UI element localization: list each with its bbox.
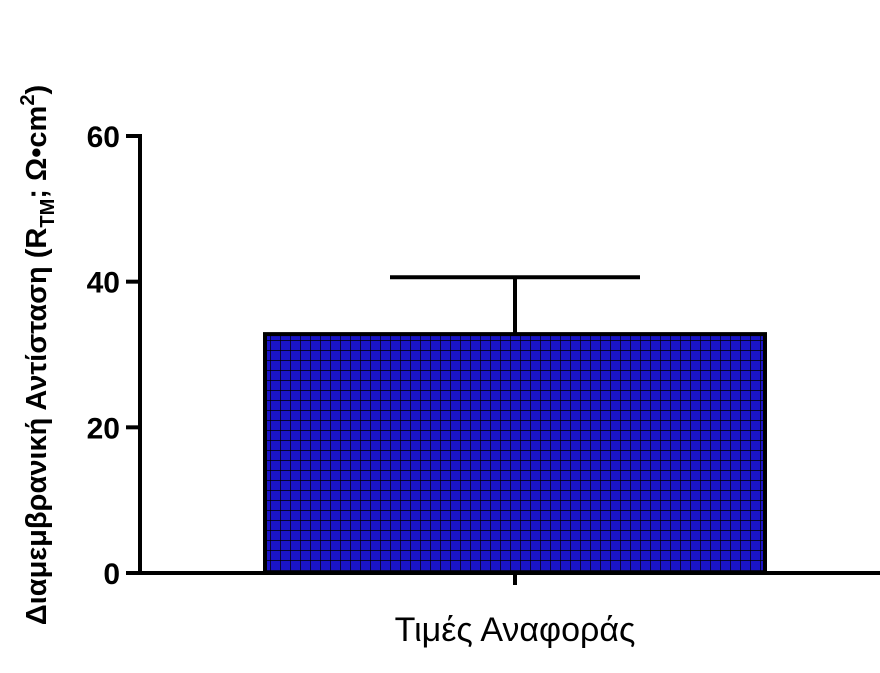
- bars: [263, 332, 767, 575]
- y-tick-label: 60: [87, 121, 120, 154]
- x-ticks: Τιμές Αναφοράς: [395, 573, 636, 649]
- y-tick-label: 40: [87, 267, 120, 300]
- x-category-label: Τιμές Αναφοράς: [395, 611, 636, 649]
- y-ticks: 0 20 40 60: [87, 121, 140, 591]
- bar: [263, 332, 767, 575]
- y-tick-label: 20: [87, 412, 120, 445]
- error-bars: [390, 275, 640, 335]
- y-axis-title: Διαμεμβρανική Αντίσταση (RTM; Ω•cm2): [17, 85, 59, 625]
- plot-area: 0 20 40 60 Τιμές Αναφοράς: [87, 121, 880, 649]
- y-tick-label: 0: [103, 558, 120, 591]
